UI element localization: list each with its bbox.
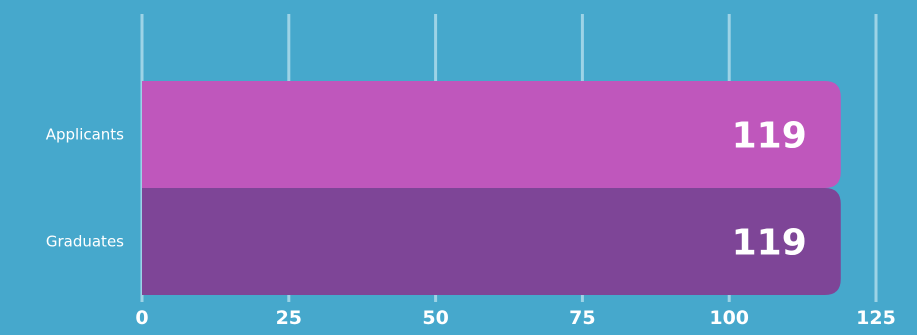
- x-tick-label: 25: [276, 307, 302, 329]
- data-label: 119: [732, 116, 807, 157]
- x-tick-label: 50: [422, 307, 448, 329]
- x-tick-label: 100: [709, 307, 749, 329]
- bars: [142, 81, 841, 295]
- category-label: Graduates: [46, 233, 124, 251]
- bar-graduates: [142, 188, 841, 295]
- x-tick-label: 75: [569, 307, 595, 329]
- x-tick-label: 0: [135, 307, 148, 329]
- x-tick-label: 125: [856, 307, 896, 329]
- bar-applicants: [142, 81, 841, 188]
- data-label: 119: [732, 223, 807, 264]
- labels: 0 25 50 75 100 125 119 Applicants 119 Graduates: [46, 116, 896, 330]
- category-label: Applicants: [46, 126, 124, 144]
